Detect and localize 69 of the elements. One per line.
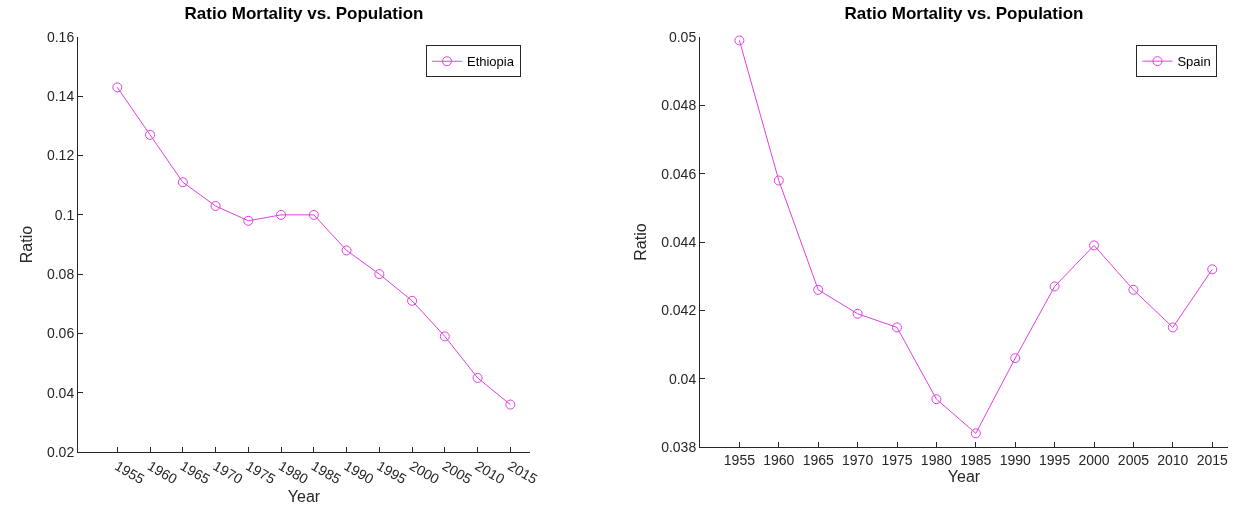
point — [1167, 322, 1178, 333]
point — [1089, 240, 1100, 251]
y-tick-label: 0.042 — [661, 302, 697, 319]
y-tick-label: 0.044 — [661, 233, 697, 250]
y-axis-title: Ratio — [17, 225, 35, 264]
x-axis-title: Year — [287, 487, 321, 505]
x-tick-label: 2005 — [1117, 451, 1150, 468]
point — [931, 394, 942, 405]
y-tick-label: 0.038 — [661, 438, 697, 455]
x-axis-title: Year — [947, 468, 981, 486]
point — [1049, 281, 1060, 292]
y-tick-label: 0.16 — [46, 28, 75, 45]
x-tick-label: 1985 — [960, 451, 992, 468]
point — [505, 399, 516, 410]
y-tick-label: 0.02 — [46, 443, 75, 460]
x-tick-label: 1980 — [920, 451, 953, 468]
x-tick-label: 1990 — [999, 451, 1031, 468]
x-tick-label: 1955 — [112, 457, 148, 488]
x-tick-label: 1970 — [210, 457, 246, 488]
legend-label: Ethiopia — [466, 54, 515, 70]
x-tick-label: 2015 — [1196, 451, 1229, 468]
point — [1128, 284, 1139, 295]
point — [243, 215, 254, 226]
point — [813, 284, 824, 295]
x-tick-label: 2015 — [505, 457, 541, 488]
point — [852, 308, 863, 319]
point — [145, 129, 156, 140]
chart-title: Ratio Mortality vs. Population — [184, 4, 424, 24]
legend-label: Spain — [1177, 54, 1211, 70]
x-tick-label: 1975 — [881, 451, 913, 468]
y-tick-label: 0.04 — [668, 370, 697, 387]
point — [374, 269, 385, 280]
y-axis-title: Ratio — [632, 223, 650, 261]
x-tick-label: 2000 — [1078, 451, 1110, 468]
y-tick-label: 0.14 — [46, 88, 75, 105]
point — [308, 209, 319, 220]
point — [773, 175, 784, 186]
y-tick-label: 0.046 — [661, 165, 697, 182]
chart-title: Ratio Mortality vs. Population — [844, 4, 1084, 24]
point — [177, 177, 188, 188]
x-tick-label: 1970 — [842, 451, 874, 468]
y-tick-label: 0.048 — [661, 97, 697, 114]
point — [407, 295, 418, 306]
point — [970, 428, 981, 439]
y-tick-label: 0.06 — [46, 325, 75, 342]
point — [112, 82, 123, 93]
y-tick-label: 0.12 — [46, 147, 75, 164]
x-tick-label: 1995 — [374, 457, 410, 488]
point — [734, 35, 745, 46]
y-tick-label: 0.04 — [46, 384, 75, 401]
x-tick-label: 1955 — [723, 451, 756, 468]
point — [472, 372, 483, 383]
point — [892, 322, 903, 333]
x-tick-label: 1975 — [243, 457, 279, 488]
point — [1010, 353, 1021, 364]
x-tick-label: 1995 — [1039, 451, 1071, 468]
y-tick-label: 0.08 — [46, 266, 75, 283]
point — [276, 209, 287, 220]
point — [1207, 264, 1218, 275]
point — [439, 331, 450, 342]
y-tick-label: 0.1 — [54, 206, 75, 223]
x-tick-label: 2010 — [1157, 451, 1189, 468]
x-tick-label: 2010 — [472, 457, 508, 488]
point — [210, 200, 221, 211]
x-tick-label: 1960 — [763, 451, 795, 468]
y-tick-label: 0.05 — [668, 28, 697, 45]
x-tick-label: 1965 — [802, 451, 834, 468]
point — [341, 245, 352, 256]
x-tick-label: 1990 — [341, 457, 377, 488]
